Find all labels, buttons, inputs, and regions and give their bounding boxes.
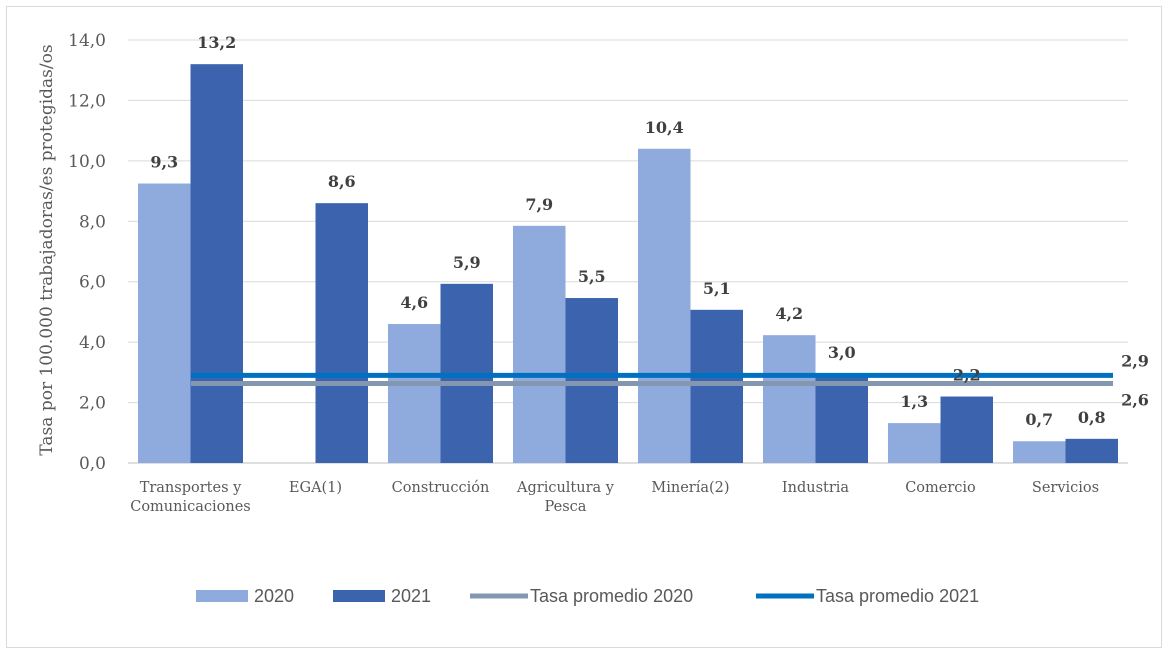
category-label: Pesca — [545, 499, 587, 515]
data-label-2020: 0,7 — [1025, 410, 1053, 429]
data-label-2020: 10,4 — [645, 118, 684, 137]
data-label-2020: 1,3 — [900, 392, 928, 411]
y-tick-label: 10,0 — [68, 152, 106, 172]
category-label: Construcción — [392, 480, 490, 496]
bar-2021 — [315, 203, 368, 463]
bar-2020 — [513, 225, 566, 463]
bar-2020 — [888, 423, 941, 463]
category-label: Industria — [782, 480, 850, 496]
bar-2020 — [638, 148, 691, 463]
reference-line-label: 2,6 — [1121, 391, 1149, 410]
bar-2021 — [690, 309, 743, 463]
bar-2021 — [1065, 438, 1118, 463]
category-label: Comunicaciones — [130, 499, 251, 515]
data-label-2021: 0,8 — [1078, 408, 1106, 427]
bar-2021 — [565, 298, 618, 463]
x-axis-categories: Transportes y Comunicaciones EGA(1) Constru… — [130, 480, 1099, 515]
bar-2021 — [815, 373, 868, 463]
y-axis-ticks: 0,0 2,0 4,0 6,0 8,0 10,0 12,0 14,0 — [68, 31, 106, 474]
reference-lines — [191, 372, 1113, 387]
legend-label: 2021 — [391, 586, 431, 606]
data-labels: 9,3 4,6 7,9 10,4 4,2 1,3 0,7 13,2 8,6 5,9 5,5 5,1 3,… — [150, 33, 1149, 429]
bars — [138, 64, 1118, 464]
data-label-2021: 5,9 — [453, 253, 481, 272]
data-label-2020: 9,3 — [150, 153, 178, 172]
y-tick-label: 12,0 — [68, 91, 106, 111]
data-label-2021: 2,2 — [953, 366, 981, 385]
data-label-2021: 5,5 — [578, 267, 606, 286]
bar-2021 — [940, 396, 993, 463]
y-axis-label: Tasa por 100.000 trabajadoras/es protegi… — [37, 44, 57, 455]
data-label-2020: 4,2 — [775, 304, 803, 323]
y-tick-label: 0,0 — [79, 454, 106, 474]
data-label-2021: 5,1 — [703, 279, 731, 298]
category-label: Servicios — [1032, 480, 1099, 496]
bar-2020 — [763, 335, 816, 463]
legend-swatch — [333, 590, 385, 602]
bar-2020 — [388, 324, 441, 463]
category-label: Agricultura y — [516, 480, 615, 496]
y-tick-label: 2,0 — [79, 394, 106, 414]
category-label: Transportes y — [140, 480, 242, 496]
y-tick-label: 4,0 — [79, 333, 106, 353]
legend: 2020 2021 Tasa promedio 2020 Tasa promedio … — [196, 586, 979, 606]
legend-label: Tasa promedio 2020 — [530, 586, 693, 606]
data-label-2021: 13,2 — [197, 33, 236, 52]
bar-2021 — [190, 64, 243, 464]
category-label: Comercio — [905, 480, 976, 496]
legend-label: Tasa promedio 2021 — [816, 586, 979, 606]
data-label-2021: 8,6 — [328, 172, 356, 191]
y-tick-label: 6,0 — [79, 273, 106, 293]
bar-2020 — [1013, 441, 1066, 463]
reference-line-label: 2,9 — [1121, 351, 1149, 370]
data-label-2020: 4,6 — [400, 293, 428, 312]
legend-label: 2020 — [254, 586, 294, 606]
category-label: EGA(1) — [289, 480, 342, 496]
bar-2020 — [138, 183, 191, 463]
y-tick-label: 14,0 — [68, 31, 106, 51]
legend-swatch — [196, 590, 248, 602]
category-label: Minería(2) — [651, 480, 729, 496]
y-tick-label: 8,0 — [79, 212, 106, 232]
data-label-2020: 7,9 — [525, 195, 553, 214]
data-label-2021: 3,0 — [828, 343, 856, 362]
